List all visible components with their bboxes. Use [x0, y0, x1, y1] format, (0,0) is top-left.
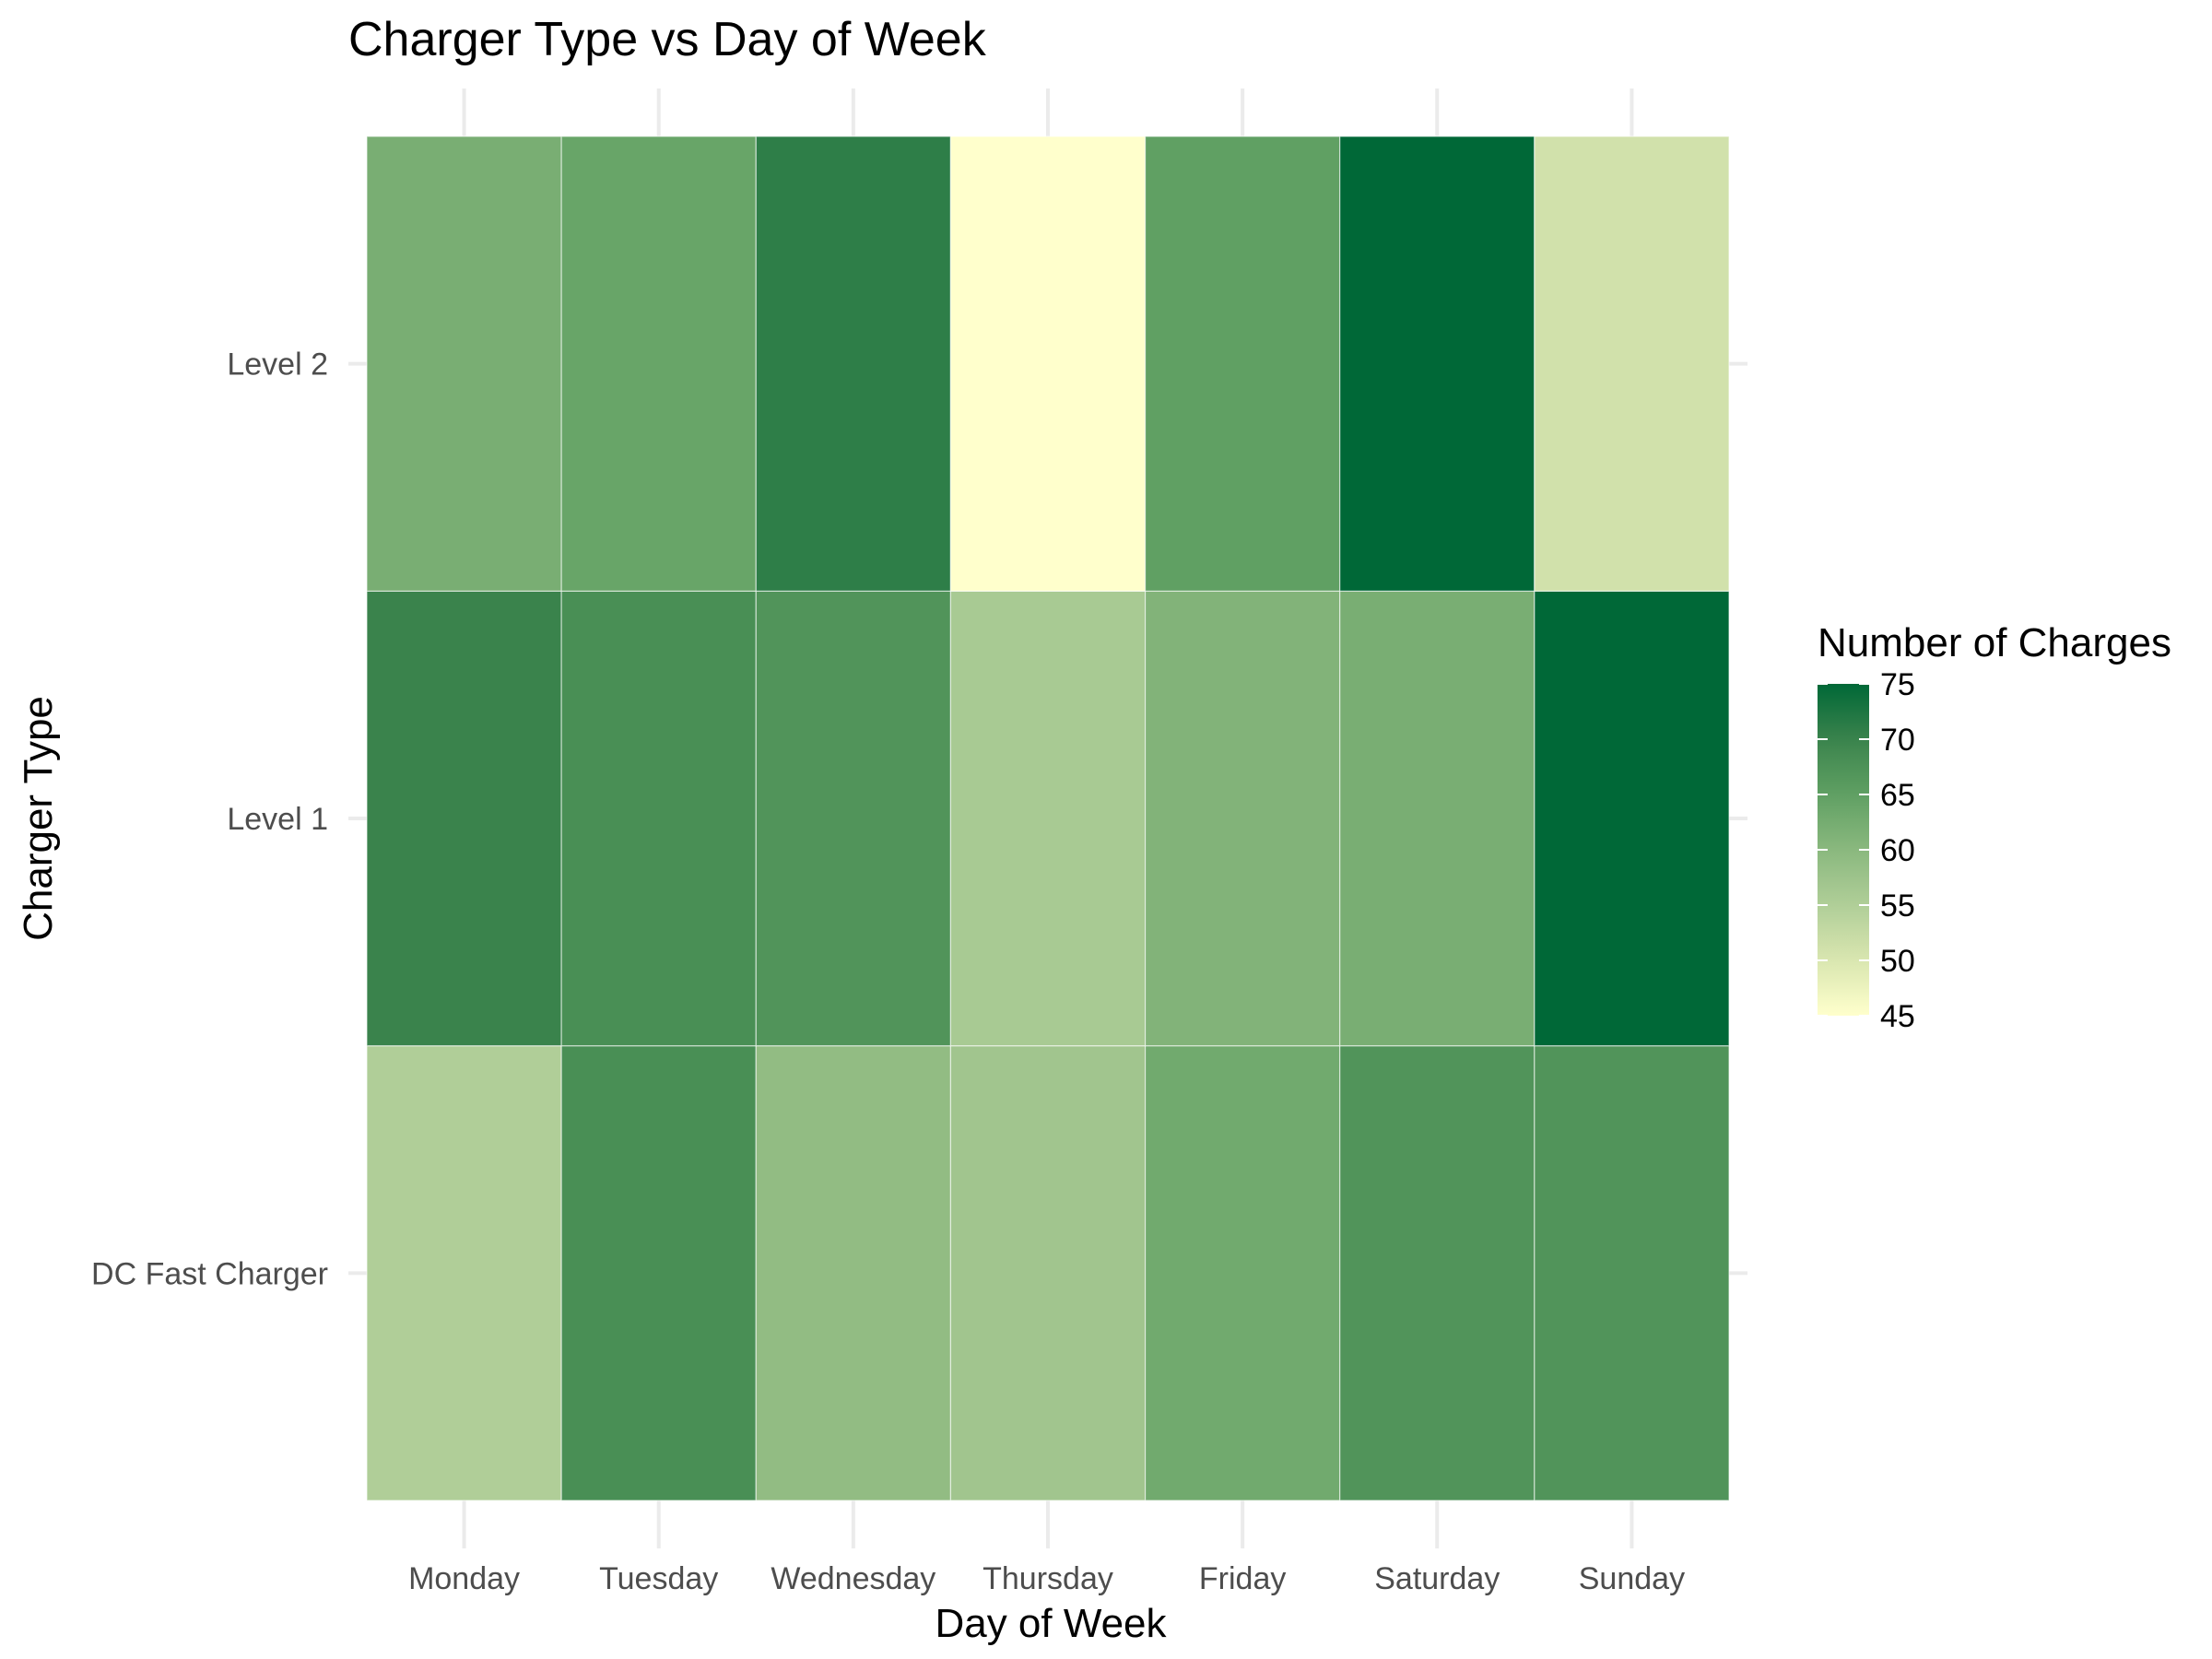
heatmap-cell: [949, 1045, 1147, 1501]
y-axis-title: Charger Type: [16, 696, 61, 941]
heatmap-cell: [949, 590, 1147, 1047]
heatmap-cell: [755, 1045, 952, 1501]
heatmap-cell: [1339, 135, 1535, 592]
heatmap-cell: [560, 135, 757, 592]
x-tick-label: Sunday: [1579, 1561, 1685, 1596]
x-axis-title: Day of Week: [935, 1601, 1167, 1646]
x-tick-label: Friday: [1199, 1561, 1286, 1596]
heatmap-cell: [366, 590, 562, 1047]
x-tick-label: Wednesday: [771, 1561, 935, 1596]
heatmap-cell: [949, 135, 1147, 592]
legend-tick-label: 75: [1880, 667, 1915, 702]
legend-ticks: 45 50 55 60 65 70 75: [1818, 667, 1915, 1034]
heatmap-cells: [366, 135, 1730, 1501]
x-tick-label: Thursday: [982, 1561, 1113, 1596]
heatmap-cell: [560, 1045, 757, 1501]
heatmap-cell: [366, 1045, 562, 1501]
heatmap-cell: [1534, 1045, 1730, 1501]
legend-tick-label: 70: [1880, 723, 1915, 758]
legend-tick-label: 45: [1880, 999, 1915, 1034]
heatmap-cell: [755, 590, 952, 1047]
legend-tick-label: 65: [1880, 778, 1915, 813]
y-axis-ticks: DC Fast Charger Level 1 Level 2: [91, 347, 328, 1292]
x-tick-label: Saturday: [1374, 1561, 1500, 1596]
y-tick-label: DC Fast Charger: [91, 1256, 328, 1291]
x-tick-label: Monday: [408, 1561, 520, 1596]
heatmap-cell: [1339, 1045, 1535, 1501]
heatmap-cell: [1534, 135, 1730, 592]
x-axis-ticks: Monday Tuesday Wednesday Thursday Friday Satu…: [408, 1561, 1685, 1596]
y-tick-label: Level 1: [227, 802, 328, 837]
heatmap-cell: [1339, 590, 1535, 1047]
legend-title: Number of Charges: [1818, 620, 2171, 665]
legend-tick-label: 55: [1880, 888, 1915, 924]
x-tick-label: Tuesday: [599, 1561, 718, 1596]
legend-tick-label: 60: [1880, 833, 1915, 868]
y-tick-label: Level 2: [227, 347, 328, 382]
heatmap-cell: [1144, 1045, 1341, 1501]
heatmap-cell: [1144, 135, 1341, 592]
color-legend: Number of Charges 45 50 55 60 65 70 75: [1818, 620, 2171, 1034]
chart-title: Charger Type vs Day of Week: [348, 13, 987, 66]
heatmap-cell: [755, 135, 952, 592]
heatmap-cell: [1534, 590, 1730, 1047]
heatmap-cell: [366, 135, 562, 592]
heatmap-cell: [560, 590, 757, 1047]
legend-tick-label: 50: [1880, 944, 1915, 979]
heatmap-cell: [1144, 590, 1341, 1047]
